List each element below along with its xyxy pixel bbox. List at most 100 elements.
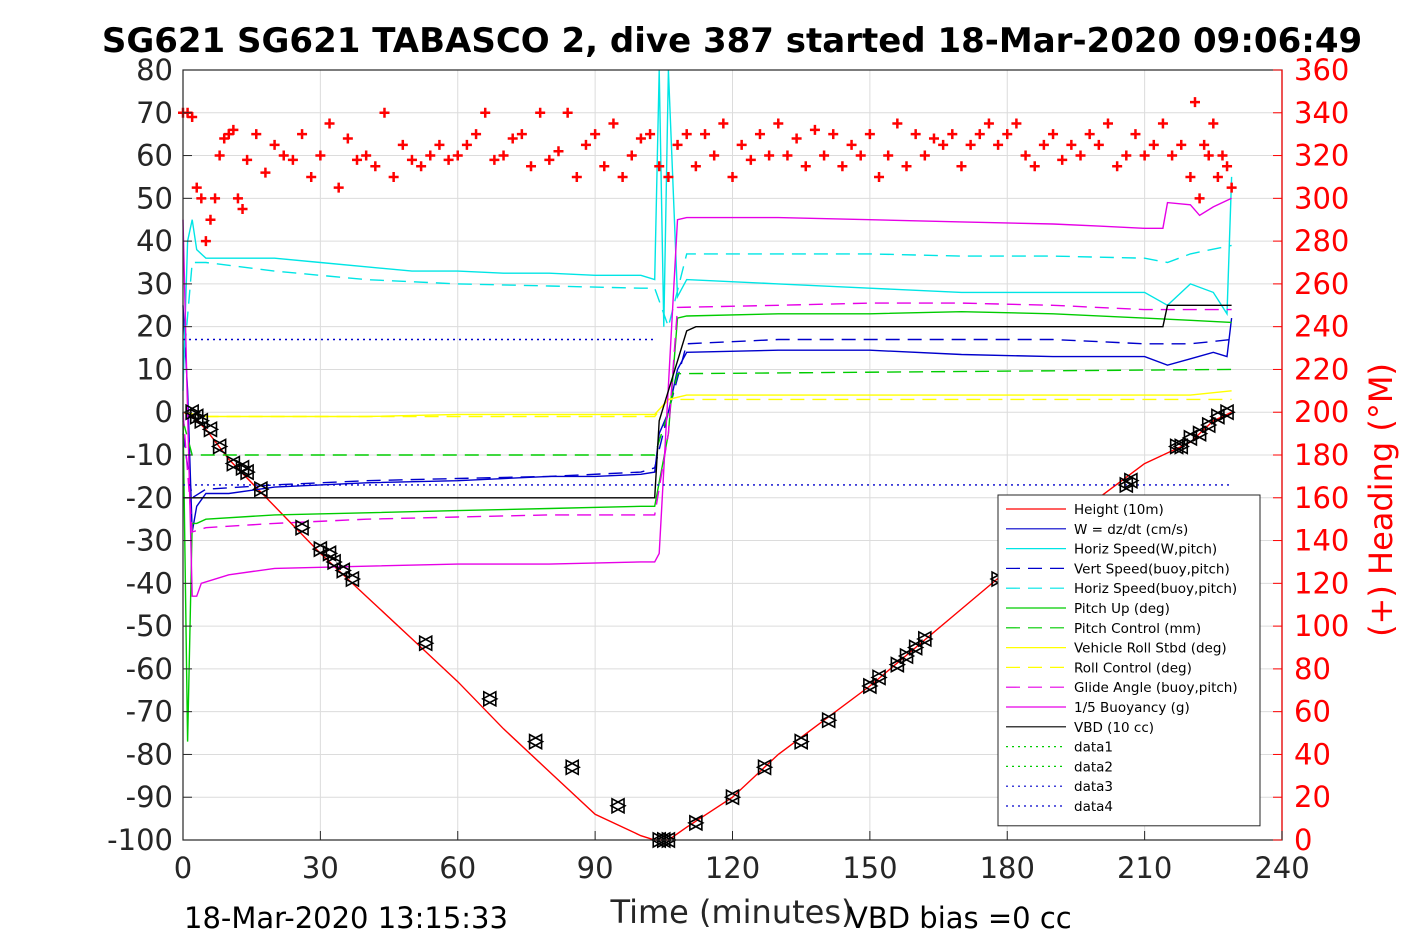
sample-marker <box>1209 408 1227 425</box>
legend-entry: data3 <box>1074 779 1113 795</box>
heading-marker <box>1217 150 1228 161</box>
heading-marker <box>379 107 390 118</box>
right-y-tick-label: 180 <box>1294 438 1349 472</box>
heading-marker <box>562 107 573 118</box>
heading-marker <box>965 139 976 150</box>
heading-marker <box>828 129 839 140</box>
heading-marker <box>1075 150 1086 161</box>
y-tick-label: 50 <box>136 181 173 215</box>
sample-marker <box>861 677 879 695</box>
heading-marker <box>1190 97 1200 108</box>
heading-marker <box>315 150 326 161</box>
sample-marker <box>311 540 330 558</box>
heading-marker <box>1226 182 1237 193</box>
heading-marker <box>663 171 674 182</box>
right-y-tick-label: 260 <box>1294 267 1349 301</box>
heading-marker <box>1093 139 1104 150</box>
heading-marker <box>864 129 875 140</box>
heading-marker <box>764 150 775 161</box>
marker-left-triangle <box>1181 429 1198 447</box>
marker-left-triangle <box>417 634 433 652</box>
legend-entry: data1 <box>1074 740 1113 756</box>
heading-marker <box>956 161 967 172</box>
heading-marker <box>1203 150 1214 161</box>
heading-marker <box>883 150 894 161</box>
marker-left-triangle <box>526 733 543 750</box>
heading-marker <box>1176 139 1187 150</box>
heading-marker <box>191 182 202 193</box>
heading-marker <box>498 150 509 161</box>
marker-left-triangle <box>906 639 923 656</box>
sample-marker <box>1167 438 1186 455</box>
heading-marker <box>809 124 820 135</box>
x-tick-label: 120 <box>705 851 760 885</box>
heading-marker <box>278 150 289 161</box>
marker-left-triangle <box>325 553 341 571</box>
x-axis-label: Time (minutes) <box>610 893 854 931</box>
right-y-tick-label: 340 <box>1294 96 1349 130</box>
heading-marker <box>938 139 949 150</box>
legend-entry: data4 <box>1074 799 1113 815</box>
marker-left-triangle <box>343 570 360 588</box>
heading-marker <box>819 150 830 161</box>
x-tick-label: 240 <box>1254 851 1309 885</box>
heading-marker <box>260 167 271 178</box>
chart-title: SG621 SG621 TABASCO 2, dive 387 started … <box>102 21 1362 61</box>
right-y-tick-label: 280 <box>1294 224 1349 258</box>
axes: 0 30 60 90 120 150 180 210 240-100-90-80-70-60-5… <box>107 53 1349 885</box>
sample-marker <box>819 711 838 729</box>
heading-marker <box>837 161 848 172</box>
sample-marker <box>609 797 627 815</box>
sample-marker <box>870 669 888 686</box>
series-line-1 <box>182 305 1233 533</box>
marker-left-triangle <box>201 420 218 438</box>
right-y-tick-label: 20 <box>1294 780 1331 814</box>
heading-marker <box>388 171 399 182</box>
marker-left-triangle <box>1172 438 1189 455</box>
heading-marker <box>242 154 253 165</box>
right-y-tick-label: 40 <box>1294 737 1331 771</box>
heading-marker <box>1208 118 1219 129</box>
heading-marker <box>535 107 546 118</box>
heading-marker <box>416 161 427 172</box>
y-tick-label: 20 <box>136 310 173 344</box>
y-tick-label: 10 <box>136 352 173 386</box>
heading-marker <box>892 118 903 129</box>
marker-left-triangle <box>687 814 703 832</box>
right-y-tick-label: 100 <box>1294 609 1349 643</box>
footer-vbd-bias: VBD bias =0 cc <box>848 901 1072 935</box>
heading-marker <box>1222 161 1233 172</box>
sample-marker <box>526 733 545 750</box>
sample-marker <box>916 630 934 648</box>
marker-left-triangle <box>210 438 227 455</box>
heading-marker <box>690 161 701 172</box>
sample-marker <box>1181 429 1200 447</box>
series-line-9 <box>182 302 1232 533</box>
marker-left-triangle <box>320 545 337 562</box>
sample-marker <box>334 562 352 579</box>
y-tick-label: -60 <box>126 652 173 686</box>
heading-marker <box>635 133 646 144</box>
sample-marker <box>1218 403 1236 421</box>
heading-marker <box>471 129 482 140</box>
marker-left-triangle <box>897 647 914 665</box>
legend-entry: Vert Speed(buoy,pitch) <box>1074 561 1230 577</box>
heading-marker <box>681 129 692 140</box>
y-tick-label: 0 <box>155 395 173 429</box>
heading-marker <box>1167 150 1178 161</box>
marker-left-triangle <box>888 656 905 673</box>
y-tick-label: -70 <box>126 695 173 729</box>
heading-marker <box>645 129 656 140</box>
heading-marker <box>434 139 445 150</box>
heading-marker <box>773 118 784 129</box>
heading-marker <box>480 107 491 118</box>
legend-box <box>997 494 1261 827</box>
sample-marker <box>792 733 810 750</box>
heading-marker <box>342 133 353 144</box>
heading-marker <box>1112 161 1123 172</box>
heading-marker <box>333 182 344 193</box>
heading-marker <box>370 161 381 172</box>
y-tick-label: 60 <box>136 139 173 173</box>
series-line-4 <box>182 244 1232 370</box>
